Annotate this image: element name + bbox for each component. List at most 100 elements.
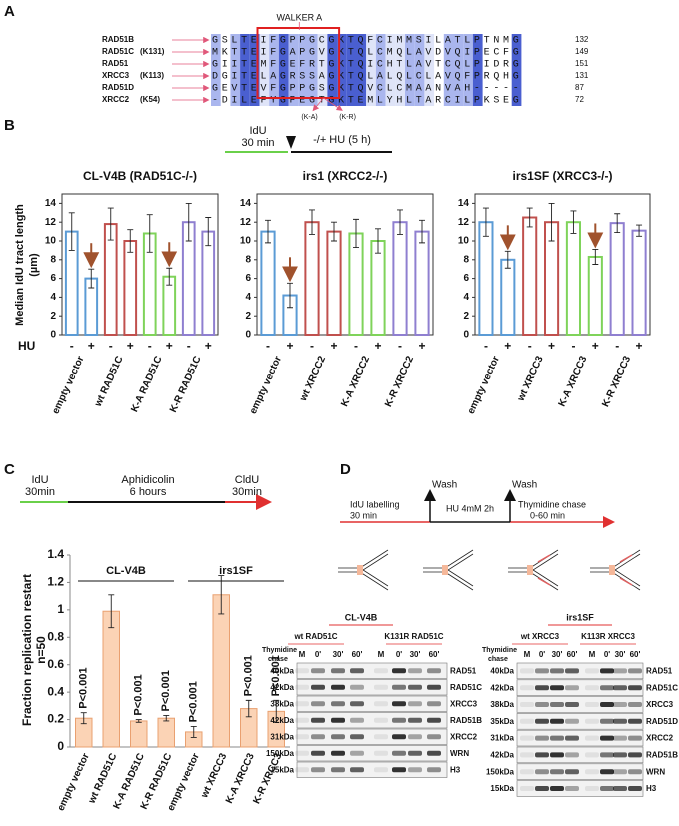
blot-strip xyxy=(516,763,644,780)
band xyxy=(535,769,549,775)
size-marker: 31kDa xyxy=(270,732,294,741)
error-bar xyxy=(375,228,381,254)
size-marker: 38kDa xyxy=(270,699,294,708)
band xyxy=(550,668,564,674)
band xyxy=(613,685,627,691)
band xyxy=(600,685,614,691)
band xyxy=(585,735,599,741)
hu-sign: + xyxy=(166,339,173,353)
band xyxy=(565,752,579,758)
panel-label: C xyxy=(4,461,15,478)
band xyxy=(565,685,579,691)
blot-strip xyxy=(516,746,644,764)
group-label: K-A RAD51C xyxy=(129,355,164,414)
hu-sign: + xyxy=(418,339,425,353)
band xyxy=(374,750,388,756)
bar xyxy=(392,221,408,336)
band xyxy=(408,701,422,707)
lane-label: M xyxy=(589,650,596,659)
bar xyxy=(326,230,342,337)
band xyxy=(331,734,345,740)
band xyxy=(331,767,345,773)
protein-label: WRN xyxy=(450,749,469,758)
x-tick-label: K-R XRCC3 xyxy=(251,751,284,805)
bar xyxy=(260,230,276,337)
band xyxy=(427,668,441,674)
hu-sign: - xyxy=(310,339,314,353)
band xyxy=(613,752,627,758)
y-tick-label: 1.2 xyxy=(47,575,64,589)
y-axis-label: Fraction replication restart xyxy=(20,574,34,726)
lane-label: 30' xyxy=(410,650,421,659)
size-marker: 38kDa xyxy=(490,700,514,709)
band xyxy=(585,702,599,707)
error-bar xyxy=(592,249,599,265)
y-tick-label: 10 xyxy=(45,236,57,247)
sequence: GIITEMFGEFRTGKTQICHTLAVTCQLPIDRG xyxy=(212,60,522,71)
conservation-shade xyxy=(424,34,435,106)
conservation-shade xyxy=(298,34,308,106)
bar xyxy=(348,232,364,336)
blot-strip xyxy=(516,713,644,730)
protein-name: XRCC3 xyxy=(102,71,130,80)
band xyxy=(408,717,422,723)
band xyxy=(350,767,364,773)
band xyxy=(628,685,642,691)
construct-label: K113R XRCC3 xyxy=(581,632,635,641)
bar xyxy=(304,221,320,336)
cell-line: irs1SF xyxy=(566,612,594,622)
band xyxy=(585,718,599,724)
fork-label xyxy=(442,565,448,575)
blot-strip xyxy=(296,679,448,696)
band xyxy=(331,717,345,723)
y-tick-label: 2 xyxy=(245,311,251,322)
band xyxy=(520,786,534,791)
hu-sign: + xyxy=(548,339,555,353)
pulse-time: 30 min xyxy=(241,137,274,149)
band xyxy=(613,786,627,791)
group-label: empty vector xyxy=(466,355,502,416)
y-tick-label: 10 xyxy=(458,236,470,247)
error-bar xyxy=(273,699,280,723)
band xyxy=(392,684,406,690)
sequence: GEVTEVFGPPGSGKTQVCLCMAANVAH----- xyxy=(212,84,522,95)
construct-label: wt RAD51C xyxy=(293,632,337,641)
blot-strip xyxy=(516,679,644,696)
residue-number: 87 xyxy=(575,83,584,92)
bar xyxy=(631,229,647,336)
band xyxy=(392,668,406,674)
band xyxy=(295,701,309,707)
wash-label: Wash xyxy=(512,480,537,491)
error-bar xyxy=(88,268,95,289)
band xyxy=(295,750,309,756)
hu-sign: - xyxy=(571,339,575,353)
conservation-shade xyxy=(317,34,328,106)
chase-tract xyxy=(537,554,551,586)
sequence: DGITELAGRSSAGKTQLALQLCLAVQFPRQHG xyxy=(212,72,522,83)
mutant-site: (K131) xyxy=(140,47,165,56)
band xyxy=(520,769,534,775)
motif-box xyxy=(256,27,341,99)
band xyxy=(535,735,549,741)
hu-sign: + xyxy=(127,339,134,353)
y-tick-label: 2 xyxy=(463,311,469,322)
bar xyxy=(130,720,148,748)
protein-label: RAD51B xyxy=(450,716,482,725)
mutant-site: (K113) xyxy=(140,71,164,80)
y-tick-label: 0.6 xyxy=(47,657,64,671)
chase-label: Thymidine chase xyxy=(518,499,586,509)
y-tick-label: 4 xyxy=(245,292,251,303)
fork-label xyxy=(357,565,363,575)
conservation-shade xyxy=(259,34,270,106)
chart-title: irs1SF (XRCC3-/-) xyxy=(512,169,612,183)
conservation-shade xyxy=(327,34,338,106)
band xyxy=(628,752,642,758)
y-tick-label: 10 xyxy=(240,236,252,247)
band xyxy=(427,684,441,690)
conservation-shade xyxy=(453,34,464,106)
lane-label: 0' xyxy=(315,650,321,659)
conservation-shade xyxy=(414,34,425,106)
lane-label: 30' xyxy=(552,650,563,659)
p-value: P<0.001 xyxy=(133,674,145,715)
lane-label: 0' xyxy=(604,650,610,659)
